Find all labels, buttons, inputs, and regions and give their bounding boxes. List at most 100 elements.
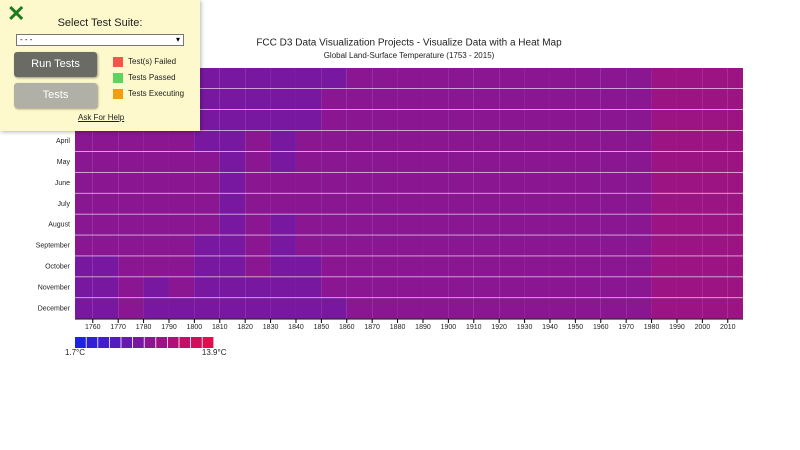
x-tick-label: 1840 (288, 324, 304, 331)
y-tick-label: April (56, 138, 70, 145)
heat-cell (397, 298, 423, 319)
heat-cell (397, 256, 423, 277)
heat-cell (92, 256, 119, 277)
x-tick-label: 1930 (517, 324, 533, 331)
heat-cell (448, 172, 474, 193)
heat-cell (422, 214, 449, 235)
heat-cell (651, 130, 677, 152)
heat-cell (245, 88, 271, 110)
heat-cell (372, 235, 398, 256)
heat-cell (295, 193, 322, 214)
heat-cell (397, 193, 423, 214)
heat-cell (626, 277, 652, 298)
heat-cell (295, 172, 322, 193)
legend-swatch (179, 337, 191, 348)
heat-cell (75, 193, 93, 214)
heat-cell (422, 193, 449, 214)
heat-cell (651, 256, 677, 277)
heat-cell (75, 277, 93, 298)
heat-cell (676, 298, 703, 319)
heat-cell (549, 130, 576, 152)
heat-cell (92, 193, 119, 214)
heat-cell (549, 256, 576, 277)
heat-cell (219, 214, 246, 235)
heat-cell (295, 277, 322, 298)
heat-cell (473, 298, 500, 319)
heat-cell (346, 193, 373, 214)
heat-cell (118, 298, 144, 319)
tests-button[interactable]: Tests (14, 83, 97, 108)
heat-cell (702, 109, 728, 131)
heat-cell (448, 151, 474, 172)
legend-swatch (98, 337, 109, 348)
heat-cell (473, 109, 500, 131)
heat-cell (575, 109, 601, 131)
status-label: Tests Executing (128, 89, 185, 99)
heat-cell (346, 298, 373, 319)
heat-cell (499, 68, 525, 89)
heat-cell (295, 68, 322, 89)
x-tick-label: 2000 (695, 324, 711, 331)
heat-cell (372, 68, 398, 89)
x-tick-label: 1980 (644, 324, 660, 331)
heat-cell (372, 151, 398, 172)
x-tick-label: 1800 (187, 324, 203, 331)
y-tick-label: July (58, 201, 71, 208)
y-tick-label: May (57, 159, 71, 166)
heat-cell (651, 298, 677, 319)
x-tick-label: 1990 (669, 324, 685, 331)
heat-cell (295, 88, 322, 110)
heat-cell (651, 277, 677, 298)
heat-cell (600, 235, 627, 256)
heat-cell (346, 151, 373, 172)
heat-cell (727, 277, 743, 298)
run-tests-button[interactable]: Run Tests (14, 52, 97, 77)
heat-cell (575, 68, 601, 89)
heat-cell (219, 298, 246, 319)
heat-cell (549, 193, 576, 214)
heat-cell (372, 256, 398, 277)
heat-cell (651, 109, 677, 131)
heat-cell (194, 130, 220, 152)
heat-cell (92, 172, 119, 193)
heat-cell (422, 68, 449, 89)
heat-cell (549, 109, 576, 131)
legend-swatch (167, 337, 179, 348)
suite-select[interactable]: - - - ▾ (16, 34, 184, 46)
heat-cell (422, 151, 449, 172)
heat-cell (143, 130, 169, 152)
heat-cell (499, 256, 525, 277)
heat-cell (499, 109, 525, 131)
heat-cell (473, 277, 500, 298)
heat-cell (626, 109, 652, 131)
heat-cell (473, 235, 500, 256)
heat-cell (168, 277, 195, 298)
heat-cell (143, 151, 169, 172)
heat-cell (346, 256, 373, 277)
x-tick-label: 1790 (161, 324, 177, 331)
close-icon[interactable]: ✕ (7, 1, 26, 26)
heat-cell (168, 172, 195, 193)
heat-cell (118, 235, 144, 256)
heat-cell (676, 214, 703, 235)
legend-swatch (144, 337, 156, 348)
heat-cell (245, 130, 271, 152)
x-tick-label: 1760 (85, 324, 101, 331)
heat-cell (524, 130, 550, 152)
heat-cell (626, 88, 652, 110)
heat-cell (676, 235, 703, 256)
heat-cell (651, 151, 677, 172)
heat-cell (270, 298, 296, 319)
heat-cell (143, 256, 169, 277)
heat-cell (194, 151, 220, 172)
heat-cell (626, 172, 652, 193)
chart-title: FCC D3 Data Visualization Projects - Vis… (256, 38, 562, 49)
heat-cell (219, 109, 246, 131)
x-tick-label: 1870 (364, 324, 380, 331)
help-link[interactable]: Ask For Help (78, 113, 125, 122)
heat-cell (702, 130, 728, 152)
heat-cell (245, 109, 271, 131)
legend-swatch (202, 337, 214, 348)
x-tick-label: 1920 (491, 324, 507, 331)
